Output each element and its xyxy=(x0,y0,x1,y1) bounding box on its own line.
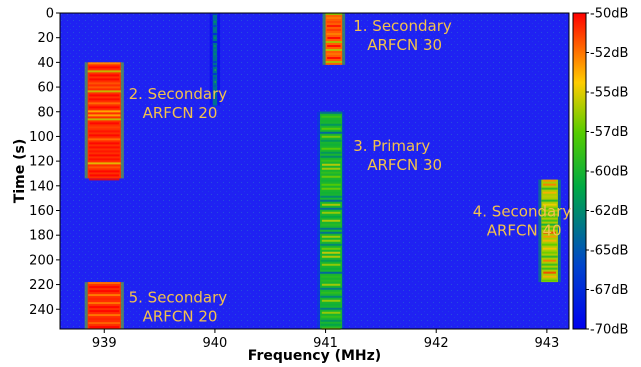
colorbar-tick-label: -70dB xyxy=(590,323,628,338)
colorbar-tick-label: -55dB xyxy=(590,86,628,101)
x-tick-label: 941 xyxy=(313,336,338,351)
colorbar-ticks: -50dB -52dB -55dB -57dB -60dB -62dB -65dB -67dB… xyxy=(586,7,628,338)
colorbar: -50dB -52dB -55dB -57dB -60dB -62dB -65dB -67dB… xyxy=(572,7,628,338)
colorbar-tick-label: -60dB xyxy=(590,165,628,180)
signal-block-6 xyxy=(209,13,221,107)
colorbar-tick-label: -57dB xyxy=(590,125,628,140)
y-tick-label: 40 xyxy=(37,56,54,71)
x-tick-label: 942 xyxy=(424,336,449,351)
signal-block-2 xyxy=(84,62,124,181)
colorbar-tick-label: -62dB xyxy=(590,204,628,219)
annotation-line: 1. Secondary xyxy=(353,17,452,35)
plot-area xyxy=(59,12,570,330)
y-tick-label: 140 xyxy=(29,179,54,194)
y-tick-label: 160 xyxy=(29,204,54,219)
annotation-line: ARFCN 40 xyxy=(487,221,562,239)
signal-block-1 xyxy=(322,13,346,65)
signal-blocks xyxy=(84,13,561,330)
colorbar-tick-label: -65dB xyxy=(590,244,628,259)
y-tick-label: 220 xyxy=(29,278,54,293)
y-axis-title: Time (s) xyxy=(12,139,28,203)
annotation-line: ARFCN 20 xyxy=(143,308,218,326)
colorbar-tick-label: -67dB xyxy=(590,283,628,298)
annotation-line: 4. Secondary xyxy=(473,202,572,220)
y-tick-label: 120 xyxy=(29,155,54,170)
colorbar-tick-label: -52dB xyxy=(590,46,628,61)
x-tick-label: 943 xyxy=(534,336,559,351)
x-tick-label: 940 xyxy=(202,336,227,351)
signal-block-5 xyxy=(84,282,124,329)
annotation-line: ARFCN 30 xyxy=(367,156,442,174)
signal-block-4 xyxy=(538,179,561,283)
y-tick-label: 100 xyxy=(29,130,54,145)
y-tick-label: 20 xyxy=(37,31,54,46)
y-tick-label: 240 xyxy=(29,303,54,318)
signal-block-3 xyxy=(317,111,346,330)
y-tick-label: 60 xyxy=(37,81,54,96)
y-tick-label: 0 xyxy=(46,7,54,22)
plot-noise xyxy=(60,13,569,329)
x-tick-label: 939 xyxy=(92,336,117,351)
y-axis: 0 20 40 60 80 100 120 140 160 180 200 220 240 xyxy=(29,7,60,318)
annotation-line: ARFCN 30 xyxy=(367,36,442,54)
annotation-line: 5. Secondary xyxy=(129,289,228,307)
y-tick-label: 200 xyxy=(29,253,54,268)
colorbar-tick-label: -50dB xyxy=(590,7,628,22)
x-axis: 939 940 941 942 943 xyxy=(92,329,559,351)
annotation-line: ARFCN 20 xyxy=(143,104,218,122)
annotation-line: 3. Primary xyxy=(353,137,430,155)
colorbar-gradient xyxy=(572,12,587,330)
y-tick-label: 180 xyxy=(29,229,54,244)
y-tick-label: 80 xyxy=(37,105,54,120)
annotation-line: 2. Secondary xyxy=(129,85,228,103)
x-axis-title: Frequency (MHz) xyxy=(248,348,381,364)
plot-frame xyxy=(59,12,570,330)
